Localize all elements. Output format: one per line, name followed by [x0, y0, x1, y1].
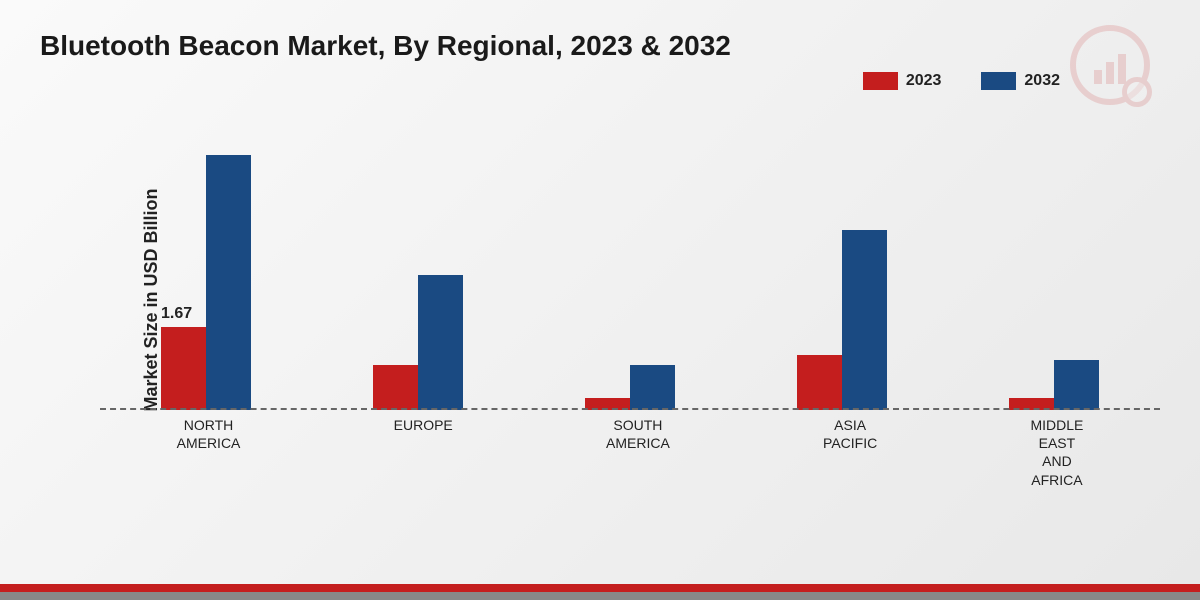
bar-2032	[418, 275, 463, 410]
bar-2023	[373, 365, 418, 410]
bar-group	[373, 275, 463, 410]
legend-swatch-2023	[863, 72, 898, 90]
chart-title: Bluetooth Beacon Market, By Regional, 20…	[40, 30, 1160, 62]
plot: 1.67	[100, 110, 1160, 410]
x-label: ASIA PACIFIC	[823, 410, 877, 490]
legend-label-2032: 2032	[1024, 72, 1060, 90]
x-label: MIDDLE EAST AND AFRICA	[1030, 410, 1083, 490]
bar-2023	[797, 355, 842, 410]
data-label: 1.67	[161, 305, 192, 323]
bar-2032	[1054, 360, 1099, 410]
bar-group	[1009, 360, 1099, 410]
legend-item-2023: 2023	[863, 72, 942, 90]
x-label: SOUTH AMERICA	[606, 410, 670, 490]
bar-2032	[630, 365, 675, 410]
bar-group	[797, 230, 887, 410]
bar-2032	[206, 155, 251, 410]
legend: 2023 2032	[40, 72, 1160, 90]
x-label: EUROPE	[394, 410, 453, 490]
chart-area: Market Size in USD Billion 1.67 NORTH AM…	[70, 110, 1160, 490]
bar-group	[585, 365, 675, 410]
x-axis-labels: NORTH AMERICA EUROPE SOUTH AMERICA ASIA PAC…	[100, 410, 1160, 490]
legend-label-2023: 2023	[906, 72, 942, 90]
footer-bar	[0, 584, 1200, 600]
legend-swatch-2032	[981, 72, 1016, 90]
legend-item-2032: 2032	[981, 72, 1060, 90]
bar-2023	[161, 327, 206, 411]
bar-2032	[842, 230, 887, 410]
watermark-logo	[1070, 25, 1150, 105]
x-label: NORTH AMERICA	[177, 410, 241, 490]
bar-group: 1.67	[161, 155, 251, 410]
